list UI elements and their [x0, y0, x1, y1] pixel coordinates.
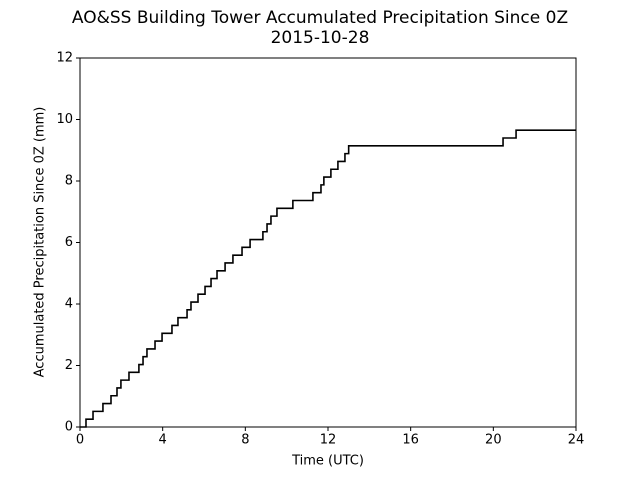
- y-tick-label: 10: [56, 112, 73, 127]
- y-tick-label: 4: [65, 297, 73, 312]
- y-tick-label: 6: [65, 235, 73, 250]
- data-line: [80, 129, 576, 428]
- plot-frame: [79, 57, 577, 428]
- x-tick-label: 16: [402, 433, 419, 448]
- y-tick-label: 8: [65, 174, 73, 189]
- y-tick-label: 12: [56, 51, 73, 66]
- chart-title: AO&SS Building Tower Accumulated Precipi…: [72, 8, 568, 28]
- x-tick-label: 24: [568, 433, 585, 448]
- x-tick-label: 20: [485, 433, 502, 448]
- x-tick-label: 12: [320, 433, 337, 448]
- y-axis-label: Accumulated Precipitation Since 0Z (mm): [33, 107, 48, 378]
- x-tick-label: 0: [76, 433, 84, 448]
- x-tick-label: 8: [241, 433, 249, 448]
- x-tick-label: 4: [159, 433, 167, 448]
- chart-subtitle: 2015-10-28: [271, 28, 370, 48]
- y-tick-label: 0: [65, 420, 73, 435]
- y-tick-label: 2: [65, 358, 73, 373]
- x-axis-label: Time (UTC): [291, 454, 364, 469]
